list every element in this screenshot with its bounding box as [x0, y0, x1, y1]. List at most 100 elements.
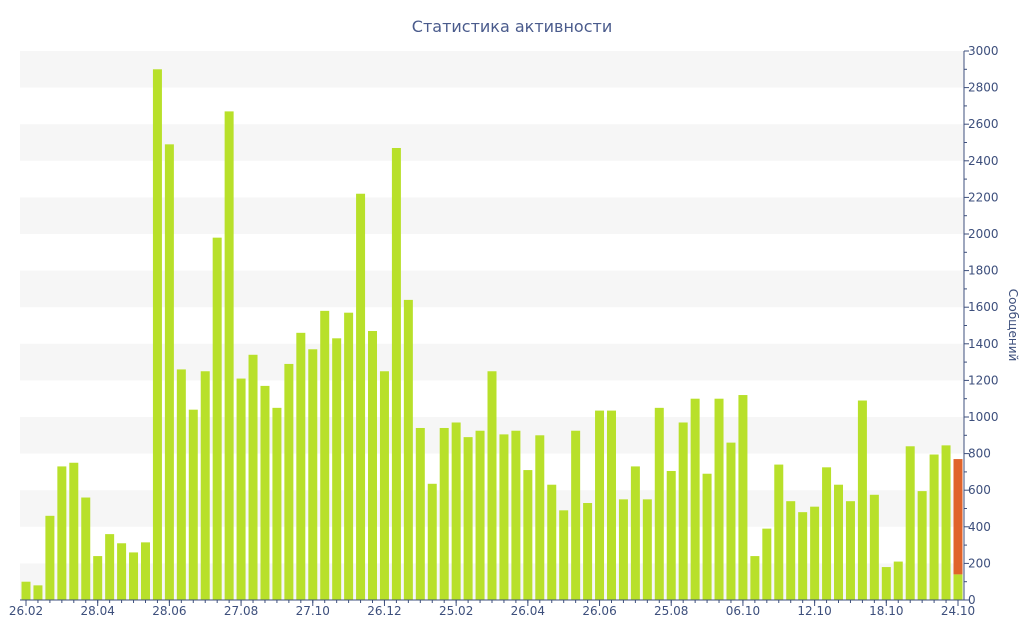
- bar: [248, 354, 258, 600]
- bar: [21, 581, 31, 600]
- x-tick-label: 25.08: [654, 604, 688, 618]
- bar: [332, 338, 342, 600]
- bar: [630, 466, 640, 600]
- bar: [762, 528, 772, 600]
- bar: [415, 427, 425, 600]
- bar: [356, 193, 366, 601]
- x-tick-label: 26.12: [367, 604, 401, 618]
- y-tick-label: 400: [968, 520, 991, 534]
- bar: [857, 400, 867, 600]
- bar: [451, 422, 461, 600]
- bar: [941, 445, 951, 600]
- y-tick-label: 1000: [968, 410, 999, 424]
- bar: [81, 497, 91, 600]
- bar: [296, 332, 306, 600]
- bar: [272, 407, 282, 600]
- bar: [236, 378, 246, 600]
- y-tick-label: 1800: [968, 264, 999, 278]
- y-tick-label: 1600: [968, 300, 999, 314]
- bar: [750, 556, 760, 600]
- y-tick-label: 2200: [968, 190, 999, 204]
- bar: [212, 237, 222, 600]
- bar: [726, 442, 736, 600]
- bar: [642, 499, 652, 600]
- bar: [690, 398, 700, 600]
- bar: [869, 494, 879, 600]
- bar: [140, 542, 150, 600]
- bar: [822, 467, 832, 600]
- bar: [344, 312, 354, 600]
- bar: [427, 483, 437, 600]
- bar: [475, 430, 485, 600]
- bar: [487, 371, 497, 600]
- bar: [571, 430, 581, 600]
- bar: [320, 310, 330, 600]
- bar: [511, 430, 521, 600]
- y-tick-label: 200: [968, 556, 991, 570]
- bar: [117, 543, 127, 600]
- grid-band: [20, 51, 964, 88]
- bar: [535, 435, 545, 600]
- bar: [391, 147, 401, 601]
- chart-title: Статистика активности: [412, 17, 612, 36]
- bar: [702, 473, 712, 600]
- bar: [618, 499, 628, 600]
- grid-bands: [20, 51, 964, 600]
- bar: [810, 506, 820, 600]
- bar: [881, 567, 891, 600]
- y-tick-label: 2000: [968, 227, 999, 241]
- bar: [547, 484, 557, 600]
- y-tick-label: 1400: [968, 337, 999, 351]
- bar: [188, 409, 198, 600]
- bar: [33, 585, 43, 600]
- y-tick-label: 0: [968, 593, 976, 607]
- x-tick-label: 25.02: [439, 604, 473, 618]
- bar: [403, 299, 413, 600]
- bar: [45, 515, 55, 600]
- x-tick-label: 26.04: [511, 604, 545, 618]
- bar: [953, 574, 963, 600]
- bar: [917, 491, 927, 600]
- y-tick-label: 2400: [968, 154, 999, 168]
- bar: [284, 363, 294, 600]
- x-tick-label: 28.04: [81, 604, 115, 618]
- bar: [666, 470, 676, 600]
- grid-band: [20, 270, 964, 308]
- y-axis: 0 200 400 600 800 1000 1200 1400 1600 1800 2000 220…: [963, 44, 999, 607]
- bar: [738, 395, 748, 600]
- bar: [260, 385, 270, 600]
- x-axis: 26.02 28.04 28.06 27.08 27.10 26.12 25.02 26.04…: [9, 599, 975, 618]
- bar: [893, 561, 903, 600]
- bar: [798, 512, 808, 600]
- grid-band: [20, 197, 964, 234]
- x-tick-label: 27.08: [224, 604, 258, 618]
- bar: [69, 462, 79, 600]
- y-tick-label: 600: [968, 483, 991, 497]
- y-axis-title: Сообщений: [1006, 289, 1020, 362]
- x-tick-label: 26.06: [582, 604, 616, 618]
- bar: [176, 369, 186, 600]
- bar: [654, 407, 664, 600]
- x-tick-label: 12.10: [797, 604, 831, 618]
- bar: [678, 422, 688, 600]
- y-tick-label: 2800: [968, 81, 999, 95]
- bar: [834, 484, 844, 600]
- bar: [224, 111, 234, 600]
- bar: [845, 501, 855, 600]
- bar: [606, 410, 616, 600]
- x-tick-label: 28.06: [152, 604, 186, 618]
- bar: [308, 349, 318, 600]
- bar: [164, 144, 174, 600]
- bar: [200, 371, 210, 600]
- bar: [105, 534, 115, 600]
- bar: [595, 410, 605, 600]
- bar: [929, 454, 939, 600]
- bar: [379, 371, 389, 600]
- bar: [499, 434, 509, 600]
- grid-band: [20, 124, 964, 161]
- x-tick-label: 27.10: [296, 604, 330, 618]
- y-tick-label: 1200: [968, 373, 999, 387]
- bar: [559, 510, 569, 600]
- y-tick-label: 3000: [968, 44, 999, 58]
